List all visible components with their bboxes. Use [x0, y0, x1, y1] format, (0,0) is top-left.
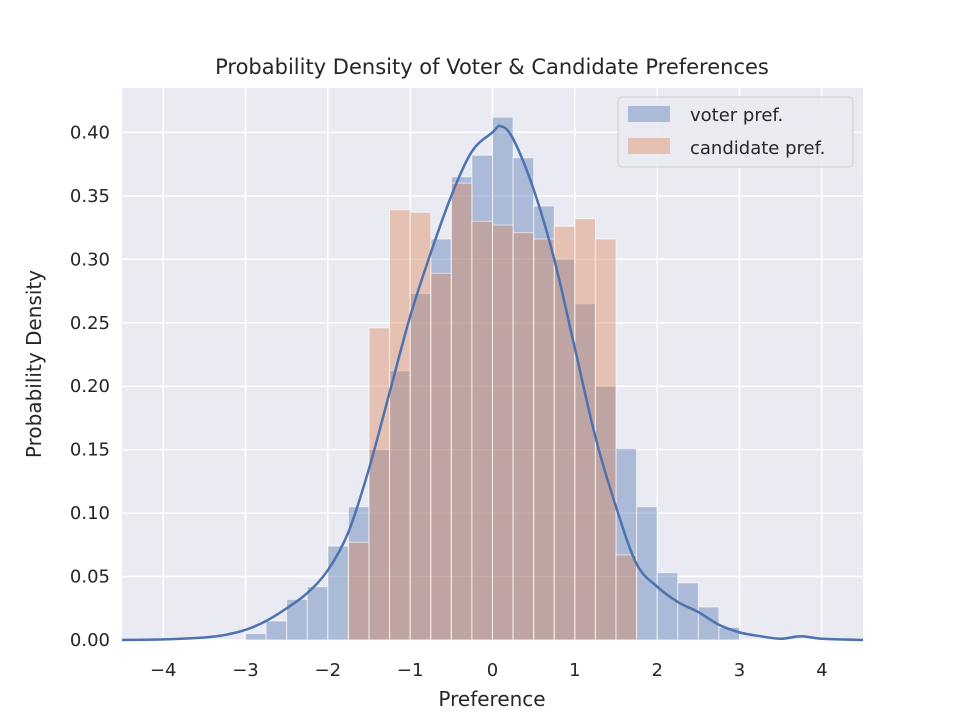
- y-tick-label: 0.20: [70, 376, 110, 397]
- voter-bar: [245, 633, 267, 641]
- y-tick-label: 0.00: [70, 630, 110, 651]
- voter-bar: [636, 506, 658, 641]
- y-axis-label: Probability Density: [22, 270, 46, 458]
- candidate-histogram: [347, 182, 638, 641]
- candidate-bar: [512, 232, 535, 641]
- x-tick-label: 2: [651, 660, 662, 681]
- x-tick-label: 4: [816, 660, 827, 681]
- x-tick-label: 1: [569, 660, 580, 681]
- candidate-bar: [594, 238, 617, 641]
- candidate-bar: [533, 238, 555, 641]
- kde-line-group: [121, 124, 864, 642]
- x-tick-label: 3: [734, 660, 745, 681]
- y-tick-label: 0.15: [70, 440, 110, 461]
- candidate-bar: [492, 224, 514, 641]
- x-axis-label: Preference: [438, 687, 545, 711]
- y-tick-label: 0.35: [70, 186, 110, 207]
- legend-swatch-candidate: [628, 138, 670, 154]
- legend: voter pref. candidate pref.: [617, 96, 854, 168]
- chart-title: Probability Density of Voter & Candidate…: [215, 55, 769, 79]
- legend-box: [617, 96, 854, 168]
- candidate-bar: [450, 182, 473, 641]
- voter-histogram: [245, 116, 741, 641]
- legend-swatch-voter: [628, 106, 670, 122]
- candidate-bar: [409, 211, 432, 641]
- y-tick-label: 0.30: [70, 249, 110, 270]
- y-tick-label: 0.05: [70, 567, 110, 588]
- x-tick-label: 0: [487, 660, 498, 681]
- candidate-bar: [430, 272, 452, 641]
- legend-label-voter: voter pref.: [690, 105, 783, 126]
- candidate-bar: [368, 327, 391, 641]
- candidate-bar: [615, 554, 638, 641]
- candidate-bar: [389, 209, 411, 641]
- voter-bar: [327, 545, 349, 641]
- candidate-bar: [471, 220, 493, 641]
- kde-line: [121, 124, 864, 642]
- y-tick-labels: 0.00 0.05 0.10 0.15 0.20 0.25 0.30 0.35 0.40: [70, 122, 110, 651]
- voter-bar: [265, 620, 288, 641]
- x-tick-label: −2: [315, 660, 342, 681]
- candidate-bar: [553, 225, 576, 641]
- legend-label-candidate: candidate pref.: [690, 138, 825, 159]
- x-tick-labels: −4 −3 −2 −1 0 1 2 3 4: [150, 660, 828, 681]
- y-tick-label: 0.25: [70, 313, 110, 334]
- x-tick-label: −1: [397, 660, 424, 681]
- voter-bar: [306, 586, 329, 641]
- x-tick-label: −4: [150, 660, 177, 681]
- y-tick-label: 0.10: [70, 503, 110, 524]
- x-tick-label: −3: [232, 660, 259, 681]
- y-tick-label: 0.40: [70, 122, 110, 143]
- candidate-bar: [347, 541, 370, 641]
- voter-bar: [656, 572, 679, 641]
